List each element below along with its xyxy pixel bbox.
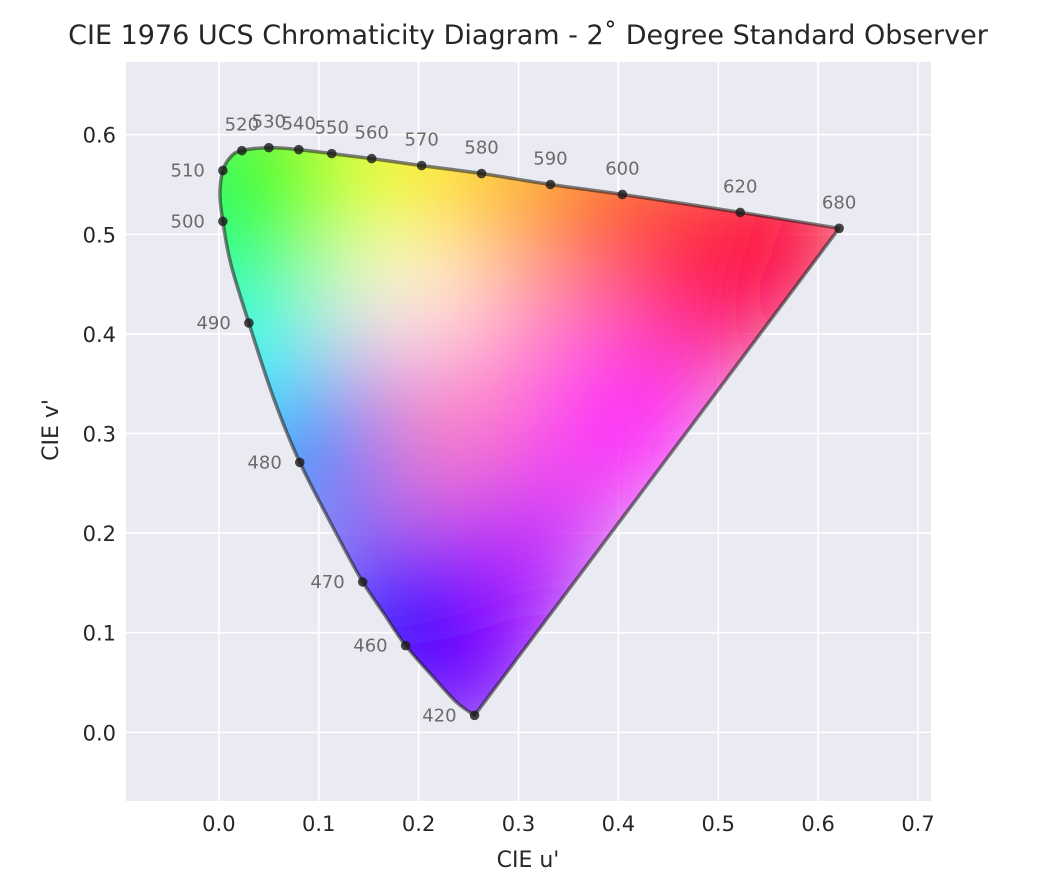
y-tick-label: 0.2: [83, 522, 116, 546]
wavelength-marker: [293, 144, 304, 155]
wavelength-label: 600: [605, 158, 639, 179]
wavelength-label: 420: [422, 705, 456, 726]
wavelength-label: 560: [355, 123, 389, 144]
wavelength-label: 540: [282, 114, 316, 135]
x-tick-labels: 0.0 0.1 0.2 0.3 0.4 0.5 0.6 0.7: [202, 812, 935, 836]
x-tick-label: 0.4: [602, 812, 635, 836]
wavelength-label: 490: [196, 313, 230, 334]
y-tick-label: 0.0: [83, 721, 116, 745]
x-tick-label: 0.2: [402, 812, 435, 836]
wavelength-marker: [294, 457, 305, 468]
wavelength-marker: [218, 216, 228, 227]
y-tick-labels: 0.0 0.1 0.2 0.3 0.4 0.5 0.6: [83, 124, 116, 746]
y-axis-label: CIE v': [39, 399, 64, 461]
x-tick-label: 0.0: [202, 812, 235, 836]
wavelength-marker: [357, 577, 368, 587]
wavelength-marker: [545, 179, 556, 190]
wavelength-label: 500: [171, 211, 205, 232]
x-axis-label: CIE u': [497, 848, 560, 873]
wavelength-label: 470: [310, 572, 344, 593]
wavelength-marker: [237, 145, 247, 156]
x-tick-label: 0.7: [901, 812, 934, 836]
wavelength-label: 590: [533, 149, 567, 170]
wavelength-label: 570: [404, 130, 438, 151]
wavelength-label: 530: [252, 112, 286, 133]
wavelength-marker: [244, 318, 254, 328]
wavelength-label: 480: [247, 452, 281, 473]
wavelength-marker: [416, 160, 427, 171]
x-tick-label: 0.5: [702, 812, 735, 836]
wavelength-marker: [735, 207, 746, 218]
wavelength-marker: [218, 165, 228, 176]
wavelength-markers: [218, 142, 844, 721]
wavelength-label: 550: [315, 118, 349, 139]
wavelength-marker: [400, 640, 411, 651]
wavelength-marker: [366, 153, 377, 164]
wavelength-marker: [476, 168, 487, 179]
wavelength-label: 520: [225, 115, 259, 136]
x-tick-label: 0.3: [502, 812, 535, 836]
x-tick-label: 0.1: [302, 812, 335, 836]
wavelength-label: 680: [822, 192, 856, 213]
x-tick-label: 0.6: [801, 812, 834, 836]
wavelength-label: 580: [464, 138, 498, 159]
wavelength-marker: [617, 189, 628, 200]
wavelength-label: 620: [723, 176, 757, 197]
gamut-fill: [219, 147, 840, 716]
wavelength-label: 460: [353, 636, 387, 657]
chart-title: CIE 1976 UCS Chromaticity Diagram - 2˚ D…: [68, 20, 989, 51]
wavelength-marker: [834, 223, 844, 234]
wavelength-marker: [469, 710, 480, 721]
y-tick-label: 0.6: [83, 124, 116, 148]
y-tick-label: 0.4: [83, 323, 116, 347]
color-blob: [219, 147, 344, 255]
y-tick-label: 0.3: [83, 422, 116, 446]
wavelength-marker: [264, 142, 274, 153]
y-tick-label: 0.5: [83, 223, 116, 247]
wavelength-label: 510: [171, 161, 205, 182]
y-tick-label: 0.1: [83, 622, 116, 646]
wavelength-marker: [326, 148, 337, 159]
